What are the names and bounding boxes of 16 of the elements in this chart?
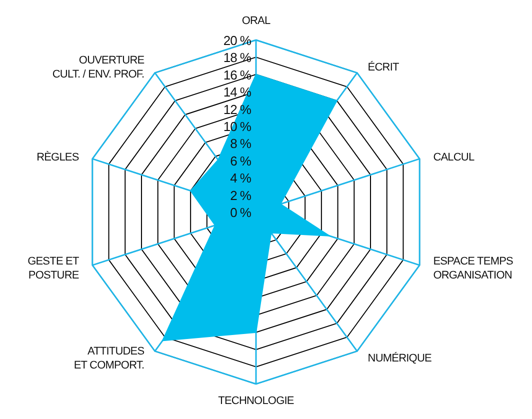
- spoke-label: NUMÉRIQUE: [368, 352, 432, 365]
- spoke-label: GESTE ET POSTURE: [28, 256, 80, 282]
- spoke-label: ÉCRIT: [368, 60, 400, 74]
- spoke-label: CALCUL: [433, 151, 474, 164]
- y-tick-label: 12 %: [223, 102, 252, 117]
- spoke-label: ESPACE TEMPS ORGANISATION: [433, 256, 514, 282]
- y-tick-label: 4 %: [230, 170, 252, 186]
- y-tick-label: 8 %: [230, 136, 252, 152]
- y-tick-label: 2 %: [230, 188, 252, 203]
- y-tick-label: 0 %: [230, 205, 252, 220]
- spoke-label: ATTITUDES ET COMPORT.: [74, 346, 145, 372]
- spoke-label: RÈGLES: [36, 150, 79, 164]
- spoke-label: ORAL: [242, 15, 270, 27]
- y-tick-label: 6 %: [230, 153, 252, 168]
- spoke-label: OUVERTURE CULT. / ENV. PROF.: [52, 54, 145, 80]
- spoke-label: TECHNOLOGIE: [218, 395, 294, 407]
